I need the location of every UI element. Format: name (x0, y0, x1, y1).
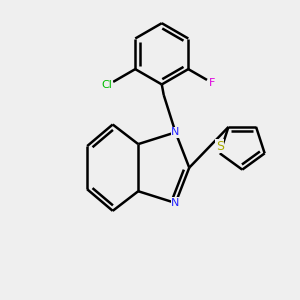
Text: Cl: Cl (102, 80, 112, 90)
Text: F: F (209, 78, 215, 88)
Text: S: S (216, 140, 224, 153)
Text: N: N (171, 127, 180, 137)
Text: N: N (171, 198, 180, 208)
